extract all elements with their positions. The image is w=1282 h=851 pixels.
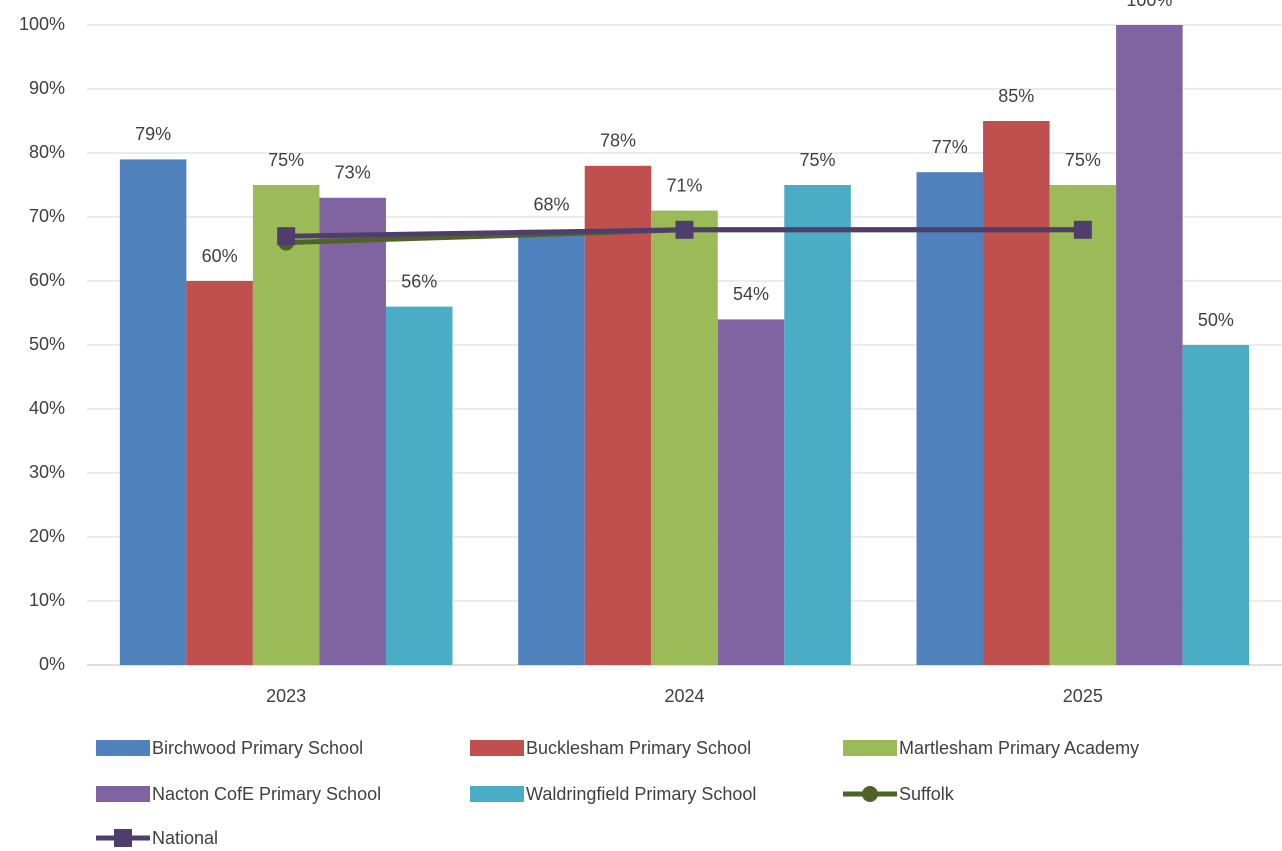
y-tick-label: 80% bbox=[29, 142, 65, 162]
x-tick-label: 2025 bbox=[1063, 686, 1103, 706]
bar bbox=[518, 229, 585, 666]
x-tick-label: 2023 bbox=[266, 686, 306, 706]
value-label: 75% bbox=[268, 150, 304, 170]
legend-swatch bbox=[96, 786, 150, 802]
legend-label: National bbox=[152, 828, 218, 848]
y-tick-label: 0% bbox=[39, 654, 65, 674]
value-label: 77% bbox=[932, 137, 968, 157]
bar bbox=[916, 172, 984, 665]
y-tick-label: 70% bbox=[29, 206, 65, 226]
bar bbox=[119, 159, 187, 665]
y-tick-label: 60% bbox=[29, 270, 65, 290]
legend-swatch bbox=[843, 740, 897, 756]
y-tick-label: 100% bbox=[19, 14, 65, 34]
bar bbox=[385, 306, 453, 665]
value-label: 79% bbox=[135, 124, 171, 144]
bar bbox=[319, 197, 386, 666]
value-label: 54% bbox=[733, 284, 769, 304]
legend-label: Waldringfield Primary School bbox=[526, 784, 756, 804]
bar bbox=[784, 185, 851, 665]
value-label: 60% bbox=[202, 246, 238, 266]
bar bbox=[983, 121, 1050, 665]
legend-swatch bbox=[96, 740, 150, 756]
y-tick-label: 10% bbox=[29, 590, 65, 610]
value-label: 75% bbox=[800, 150, 836, 170]
legend-swatch bbox=[470, 786, 524, 802]
legend-label: Birchwood Primary School bbox=[152, 738, 363, 758]
value-label: 75% bbox=[1065, 150, 1101, 170]
value-label: 68% bbox=[533, 195, 569, 215]
legend-marker bbox=[862, 786, 878, 802]
line-marker bbox=[1073, 220, 1092, 239]
x-tick-label: 2024 bbox=[664, 686, 704, 706]
bar bbox=[1049, 185, 1117, 665]
legend-label: Suffolk bbox=[899, 784, 955, 804]
bar bbox=[717, 319, 785, 665]
bar bbox=[252, 185, 320, 665]
bar bbox=[1116, 25, 1183, 665]
y-tick-label: 20% bbox=[29, 526, 65, 546]
value-label: 71% bbox=[666, 175, 702, 195]
value-label: 50% bbox=[1198, 310, 1234, 330]
value-label: 78% bbox=[600, 131, 636, 151]
value-label: 73% bbox=[335, 163, 371, 183]
legend-swatch bbox=[470, 740, 524, 756]
y-tick-label: 90% bbox=[29, 78, 65, 98]
line-marker bbox=[277, 227, 296, 246]
bar bbox=[1182, 345, 1250, 665]
line-marker bbox=[675, 220, 694, 239]
bar bbox=[186, 281, 253, 665]
legend-label: Bucklesham Primary School bbox=[526, 738, 751, 758]
value-label: 56% bbox=[401, 271, 437, 291]
bar bbox=[584, 165, 652, 666]
legend-marker bbox=[114, 829, 132, 847]
legend-label: Nacton CofE Primary School bbox=[152, 784, 381, 804]
legend-label: Martlesham Primary Academy bbox=[899, 738, 1139, 758]
y-tick-label: 30% bbox=[29, 462, 65, 482]
value-label: 85% bbox=[998, 86, 1034, 106]
bar bbox=[651, 210, 718, 665]
y-tick-label: 50% bbox=[29, 334, 65, 354]
value-label: 100% bbox=[1126, 0, 1172, 10]
y-tick-label: 40% bbox=[29, 398, 65, 418]
